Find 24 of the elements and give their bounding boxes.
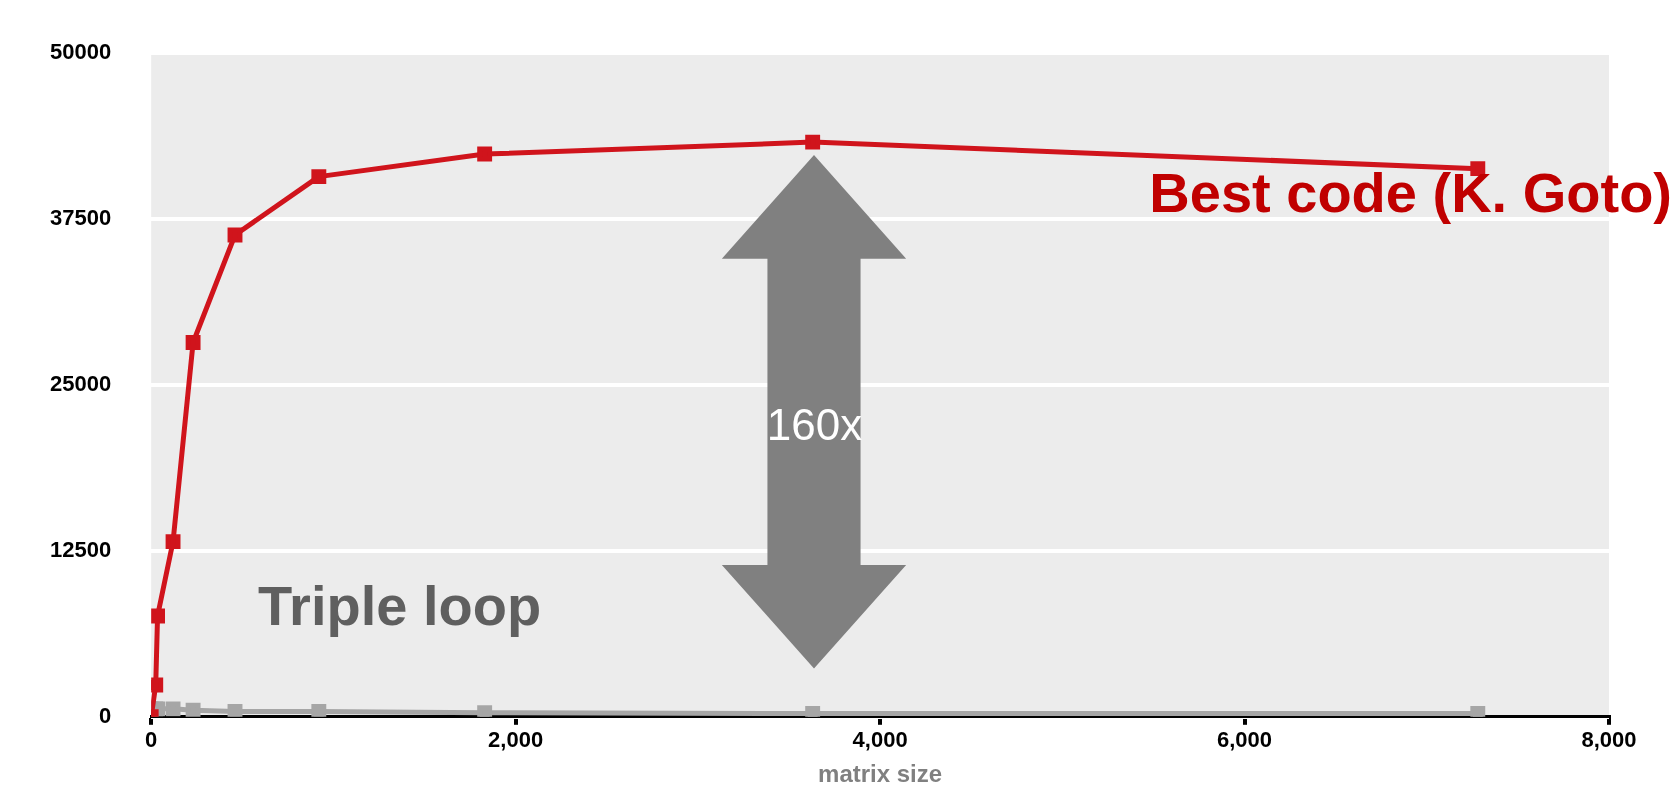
point	[151, 608, 165, 624]
y-tick-label: 0	[98, 702, 112, 728]
series-label: Best code (K. Goto)	[1149, 161, 1672, 224]
point	[477, 146, 493, 162]
point	[311, 169, 327, 185]
series-label: Triple loop	[258, 574, 542, 637]
x-tick-label: 6,000	[1217, 727, 1273, 753]
point	[165, 701, 181, 717]
point	[311, 704, 327, 717]
point	[185, 335, 201, 350]
x-tick-label: 8,000	[1581, 727, 1637, 753]
x-tick-label: 2,000	[488, 727, 544, 753]
y-tick-label: 37500	[49, 205, 112, 231]
y-tick-label: 25000	[49, 371, 112, 397]
point	[227, 227, 243, 243]
point	[185, 702, 201, 717]
y-tick-label: 12500	[49, 536, 112, 562]
point	[165, 534, 181, 550]
point	[227, 704, 243, 717]
x-axis-title: matrix size	[818, 760, 943, 788]
point	[805, 134, 821, 150]
x-tick-label: 0	[145, 727, 158, 753]
x-tick-label: 4,000	[852, 727, 908, 753]
y-tick-label: 50000	[49, 39, 112, 65]
